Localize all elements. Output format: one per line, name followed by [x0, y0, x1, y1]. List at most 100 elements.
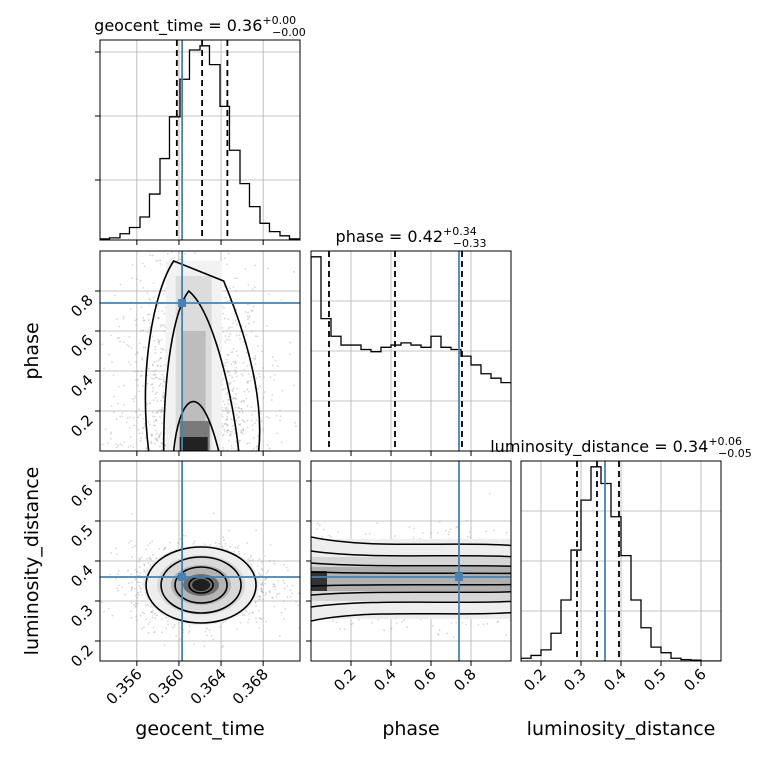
sample-point [141, 426, 144, 429]
sample-point [230, 351, 233, 354]
sample-point [149, 325, 151, 328]
sample-point [160, 351, 163, 354]
sample-point [276, 593, 278, 596]
sample-point [232, 401, 235, 404]
sample-point [138, 390, 141, 393]
sample-point [157, 341, 160, 344]
sample-point [212, 512, 215, 515]
contour-line [174, 566, 228, 604]
sample-point [159, 339, 161, 342]
sample-point [246, 419, 249, 422]
sample-point [123, 441, 126, 444]
sample-point [226, 429, 229, 432]
sample-point [159, 357, 162, 360]
sample-point [291, 592, 294, 595]
sample-point [238, 439, 241, 442]
sample-point [371, 621, 373, 624]
sample-point [232, 321, 235, 324]
sample-point [133, 424, 136, 427]
sample-point [135, 324, 137, 327]
sample-point [121, 444, 123, 447]
sample-point [214, 541, 217, 544]
sample-point [221, 416, 224, 418]
sample-point [350, 623, 353, 626]
sample-point [221, 326, 224, 329]
sample-point [141, 627, 143, 630]
sample-point [121, 415, 123, 418]
sample-point [117, 569, 120, 572]
sample-point [147, 367, 150, 370]
sample-point [130, 587, 133, 590]
sample-point [234, 397, 236, 400]
sample-point [248, 441, 251, 444]
title-err-plus: +0.00 [262, 14, 296, 27]
sample-point [137, 581, 140, 583]
sample-point [162, 378, 165, 381]
sample-point [282, 563, 285, 566]
sample-point [240, 407, 243, 410]
sample-point [243, 390, 246, 393]
sample-point [137, 370, 140, 373]
sample-point [263, 391, 266, 394]
sample-point [253, 286, 256, 289]
sample-point [144, 604, 147, 607]
sample-point [413, 527, 416, 530]
sample-point [171, 626, 174, 629]
contour-line [311, 536, 511, 622]
sample-point [485, 530, 488, 533]
sample-point [259, 583, 262, 586]
sample-point [158, 435, 161, 438]
sample-point [139, 587, 142, 589]
sample-point [143, 422, 146, 425]
sample-point [132, 446, 135, 449]
sample-point [229, 434, 232, 437]
sample-point [221, 545, 224, 548]
sample-point [221, 388, 224, 391]
sample-point [247, 380, 250, 383]
ylabel-phase: phase [21, 322, 43, 379]
sample-point [284, 607, 287, 610]
sample-point [160, 410, 163, 413]
sample-point [250, 554, 253, 557]
sample-point [207, 228, 209, 230]
sample-point [144, 571, 146, 573]
sample-point [143, 612, 145, 615]
sample-point [223, 317, 226, 320]
sample-point [343, 628, 346, 631]
sample-point [153, 424, 156, 427]
sample-point [231, 326, 233, 329]
title-err-plus: +0.06 [708, 435, 742, 448]
title-err-minus: −0.33 [453, 237, 487, 250]
title-err-plus: +0.34 [443, 225, 477, 238]
sample-point [138, 557, 141, 560]
sample-point [146, 291, 149, 294]
sample-point [159, 263, 162, 265]
sample-point [266, 325, 268, 327]
sample-point [157, 316, 160, 319]
sample-point [358, 618, 360, 621]
sample-point [155, 259, 157, 262]
sample-point [143, 265, 146, 268]
sample-point [280, 611, 283, 614]
sample-point [226, 263, 228, 266]
x-tick-label: 0.5 [640, 665, 670, 695]
sample-point [272, 596, 274, 599]
sample-point [250, 406, 253, 408]
sample-point [152, 399, 155, 402]
sample-point [241, 374, 244, 377]
title-luminosity_distance: luminosity_distance = 0.34+0.06 −0.05 [490, 435, 752, 460]
sample-point [256, 335, 259, 338]
sample-point [222, 446, 225, 449]
sample-point [274, 585, 277, 588]
sample-point [236, 417, 239, 419]
sample-point [189, 236, 191, 238]
sample-point [251, 288, 254, 291]
sample-point [153, 420, 155, 423]
sample-point [259, 385, 262, 388]
sample-point [133, 400, 135, 403]
sample-point [254, 600, 257, 603]
sample-point [255, 617, 257, 620]
sample-point [245, 397, 248, 400]
sample-point [245, 610, 248, 612]
sample-point [112, 374, 115, 376]
